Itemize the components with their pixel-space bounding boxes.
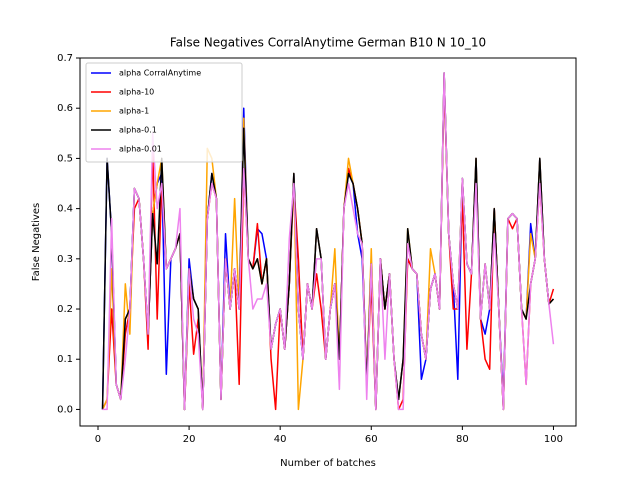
legend-label: alpha-0.01	[119, 145, 162, 154]
y-tick-label: 0.2	[57, 304, 73, 315]
y-tick-label: 0.1	[57, 354, 73, 365]
x-tick-label: 100	[544, 434, 563, 445]
legend: alpha CorralAnytime alpha-10 alpha-1 alpha-…	[85, 62, 243, 163]
legend-label: alpha-0.1	[119, 126, 157, 135]
x-tick-label: 80	[456, 434, 469, 445]
y-tick-label: 0.7	[57, 53, 73, 64]
legend-label: alpha-10	[119, 88, 154, 97]
x-axis-label: Number of batches	[280, 458, 376, 469]
y-axis-label: False Negatives	[31, 203, 42, 281]
x-tick-label: 0	[95, 434, 101, 445]
x-tick-label: 20	[183, 434, 196, 445]
plot-frame	[79, 57, 577, 427]
y-tick-label: 0.4	[57, 204, 73, 215]
legend-label: alpha-1	[119, 107, 149, 116]
series-line	[102, 72, 555, 411]
x-tick-label: 40	[274, 434, 287, 445]
y-tick-label: 0.0	[57, 404, 73, 415]
legend-box	[85, 62, 243, 163]
y-tick-label: 0.3	[57, 254, 73, 265]
chart-title: False Negatives CorralAnytime German B10…	[170, 36, 486, 50]
y-tick-label: 0.6	[57, 103, 73, 114]
y-tick-label: 0.5	[57, 153, 73, 164]
legend-label: alpha CorralAnytime	[119, 69, 201, 78]
x-tick-label: 60	[365, 434, 378, 445]
